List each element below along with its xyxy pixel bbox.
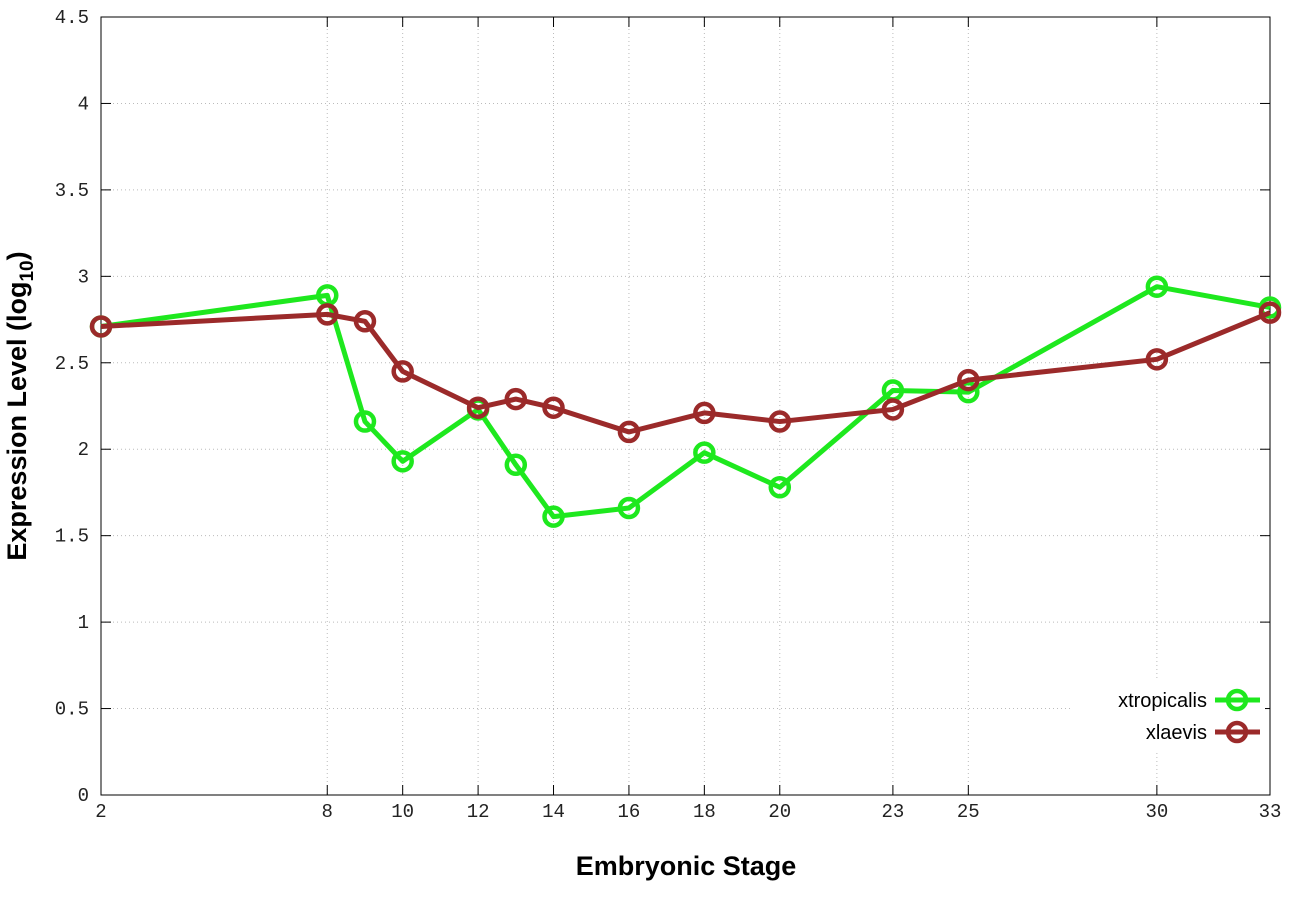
y-tick-label: 2 (78, 439, 89, 461)
data-point (504, 387, 528, 411)
y-tick-label: 3.5 (55, 180, 89, 202)
x-tick-label: 10 (391, 801, 414, 823)
data-point (1145, 275, 1169, 298)
data-point (353, 310, 377, 333)
y-axis-title-main: Expression Level (log (2, 282, 32, 561)
x-axis-title: Embryonic Stage (576, 851, 797, 881)
data-point (617, 420, 641, 444)
data-point (768, 410, 792, 433)
y-tick-label: 3 (78, 266, 89, 288)
x-tick-label: 12 (467, 801, 490, 823)
y-tick-label: 4.5 (55, 7, 89, 29)
data-point (1145, 348, 1169, 371)
data-point (693, 441, 716, 464)
x-tick-label: 20 (768, 801, 791, 823)
y-axis-title: Expression Level (log10) (2, 251, 38, 560)
data-point (89, 315, 113, 338)
x-tick-label: 30 (1145, 801, 1168, 823)
data-point (466, 396, 490, 419)
x-tick-label: 18 (693, 801, 716, 823)
x-tick-label: 16 (618, 801, 641, 823)
x-tick-label: 14 (542, 801, 565, 823)
legend-marker (1225, 720, 1249, 744)
y-axis-title-end: ) (2, 251, 32, 260)
plot-frame (100, 16, 1271, 796)
data-point (957, 368, 980, 392)
series-line (100, 310, 1271, 435)
data-point (1258, 301, 1282, 324)
legend-label: xtropicalis (1118, 690, 1207, 712)
data-point (768, 476, 792, 499)
data-point (957, 380, 980, 404)
series-line (100, 284, 1271, 520)
x-tick-label: 25 (957, 801, 980, 823)
data-point (316, 303, 339, 326)
data-point (542, 396, 565, 419)
y-tick-label: 0.5 (55, 699, 89, 721)
y-tick-label: 2.5 (55, 353, 89, 375)
data-point (391, 360, 414, 383)
data-point (617, 496, 641, 520)
data-point (881, 398, 905, 421)
legend-label: xlaevis (1146, 722, 1207, 744)
x-tick-label: 23 (881, 801, 904, 823)
y-tick-label: 1.5 (55, 526, 89, 548)
legend-marker (1225, 688, 1249, 712)
y-axis-title-subscript: 10 (17, 260, 38, 281)
data-point (391, 450, 414, 473)
y-tick-label: 1 (78, 612, 89, 634)
data-point (542, 505, 565, 528)
data-point (693, 401, 716, 425)
x-tick-label: 8 (322, 801, 333, 823)
y-tick-label: 0 (78, 785, 89, 807)
x-tick-label: 33 (1259, 801, 1282, 823)
data-point (353, 410, 377, 433)
y-tick-label: 4 (78, 93, 89, 115)
x-tick-label: 2 (95, 801, 106, 823)
data-point (504, 453, 528, 477)
